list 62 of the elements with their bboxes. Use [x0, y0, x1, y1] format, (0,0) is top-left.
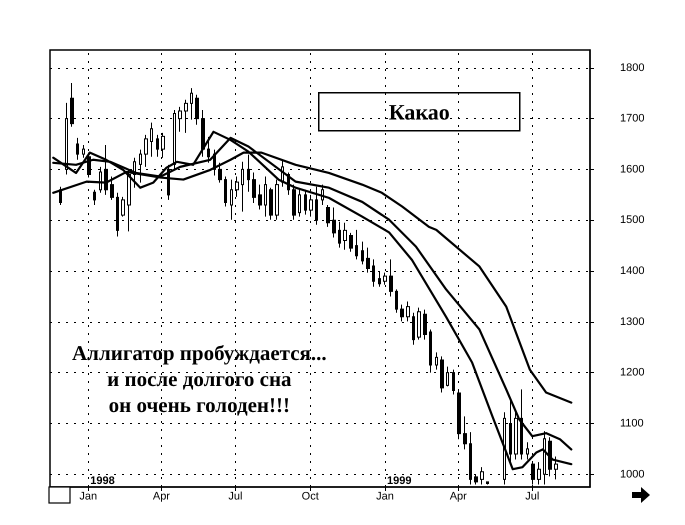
candlestick: [82, 144, 85, 158]
candlestick: [304, 189, 307, 216]
y-tick-label: 1100: [620, 417, 644, 430]
annotation: Аллигатор пробуждается... и после долгого сна он очень голоден!!!: [72, 341, 327, 417]
candlestick: [480, 466, 484, 485]
x-tick-label: Jul: [525, 490, 540, 502]
candlestick: [395, 288, 398, 314]
candlestick: [144, 134, 148, 168]
candlestick: [269, 187, 273, 220]
candlestick: [361, 241, 364, 265]
candlestick: [156, 134, 159, 158]
candlestick: [292, 184, 296, 220]
candlestick: [440, 356, 444, 393]
y-tick-label: 1500: [620, 214, 644, 226]
candlestick: [218, 162, 222, 184]
candlestick: [264, 176, 267, 218]
y-tick-label: 1200: [620, 366, 644, 379]
candlestick: [343, 222, 347, 250]
y-tick-label: 1300: [620, 316, 644, 328]
candlestick: [406, 301, 410, 322]
candlestick: [224, 176, 227, 208]
candlestick: [150, 122, 153, 158]
candlestick: [275, 179, 279, 220]
candlestick: [178, 106, 182, 132]
y-tick-label: 1800: [620, 62, 644, 74]
candlestick: [435, 352, 438, 370]
y-tick-label: 1600: [620, 163, 644, 176]
candlestick: [526, 442, 529, 460]
x-tick-label: Oct: [302, 490, 319, 502]
candlestick: [366, 247, 370, 274]
candlestick: [298, 189, 301, 218]
candlestick: [230, 179, 233, 220]
x-tick-label: Jan: [79, 490, 98, 502]
candlestick: [383, 272, 387, 286]
candlestick: [537, 462, 541, 485]
candlestick: [258, 184, 262, 210]
candlestick: [355, 229, 358, 260]
y-tick-label: 1000: [620, 468, 644, 480]
y-tick-label: 1400: [620, 265, 644, 278]
candlestick: [110, 176, 114, 200]
candlestick: [389, 258, 393, 297]
x-tick-label: Apr: [450, 490, 468, 502]
x-tick-label: Apr: [152, 490, 170, 502]
candlestick: [486, 480, 489, 485]
candlestick: [59, 186, 62, 206]
candlestick: [400, 304, 404, 322]
annotation: 1998: [90, 475, 115, 487]
x-tick-label: Jul: [228, 490, 242, 502]
candlestick: [429, 328, 432, 374]
x-tick-label: Jan: [376, 490, 394, 502]
candlestick: [190, 88, 193, 120]
y-tick-label: 1700: [620, 112, 644, 125]
text: Какао: [388, 99, 450, 124]
candlestick: [121, 196, 125, 218]
candlestick: [417, 307, 421, 340]
candlestick: [241, 161, 244, 212]
candlestick: [349, 232, 353, 252]
candlestick: [93, 189, 96, 206]
annotation: 1999: [387, 475, 412, 487]
candlestick: [252, 172, 256, 204]
candlestick: [309, 194, 313, 218]
candlestick: [76, 137, 79, 160]
